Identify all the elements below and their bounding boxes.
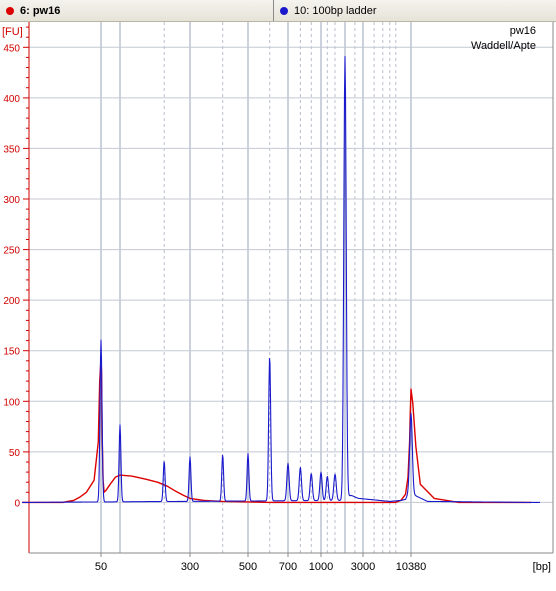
x-tick-label: 500 xyxy=(239,561,257,573)
tab-label: 10: 100bp ladder xyxy=(294,4,377,17)
x-tick-label: 1000 xyxy=(309,561,333,573)
y-tick-label: 250 xyxy=(3,246,20,257)
axis-labels: 0 50 100 150 200 250 300 350 400 450 [FU] [bp] pw16 W… xyxy=(2,25,551,573)
y-tick-label: 0 xyxy=(14,498,20,509)
y-tick-label: 350 xyxy=(3,144,20,155)
x-unit-label: [bp] xyxy=(533,561,551,573)
y-tick-label: 450 xyxy=(3,43,20,54)
electropherogram-chart: 0 50 100 150 200 250 300 350 400 450 [FU] [bp] pw16 W… xyxy=(0,22,556,586)
y-tick-label: 50 xyxy=(9,448,21,459)
series-layer xyxy=(21,55,541,504)
axes xyxy=(23,22,554,557)
blue-dot-icon xyxy=(280,6,288,15)
electropherogram-svg: 0 50 100 150 200 250 300 350 400 450 [FU] [bp] pw16 W… xyxy=(2,22,554,573)
info-line: Waddell/Apte xyxy=(471,40,536,52)
tab-label: 6: pw16 xyxy=(20,4,61,17)
x-tick-label: 3000 xyxy=(351,561,375,573)
series-line-ladder xyxy=(21,55,541,503)
x-tick-label: 10380 xyxy=(396,561,427,573)
y-tick-label: 150 xyxy=(3,347,20,358)
y-tick-label: 200 xyxy=(3,296,20,307)
x-tick-label: 700 xyxy=(279,561,297,573)
red-dot-icon xyxy=(6,6,14,15)
x-tick-label: 50 xyxy=(95,561,107,573)
grid-lines xyxy=(29,22,553,553)
series-line-sample xyxy=(22,358,531,504)
tab-100bp-ladder[interactable]: 10: 100bp ladder xyxy=(273,0,556,21)
sample-tab-bar: 6: pw16 10: 100bp ladder xyxy=(0,0,556,22)
y-unit-label: [FU] xyxy=(2,26,23,38)
y-tick-label: 300 xyxy=(3,195,20,206)
y-tick-label: 100 xyxy=(3,397,20,408)
x-tick-label: 300 xyxy=(181,561,199,573)
tab-sample-pw16[interactable]: 6: pw16 xyxy=(0,0,272,21)
info-line: pw16 xyxy=(510,25,536,37)
y-tick-label: 400 xyxy=(3,94,20,105)
